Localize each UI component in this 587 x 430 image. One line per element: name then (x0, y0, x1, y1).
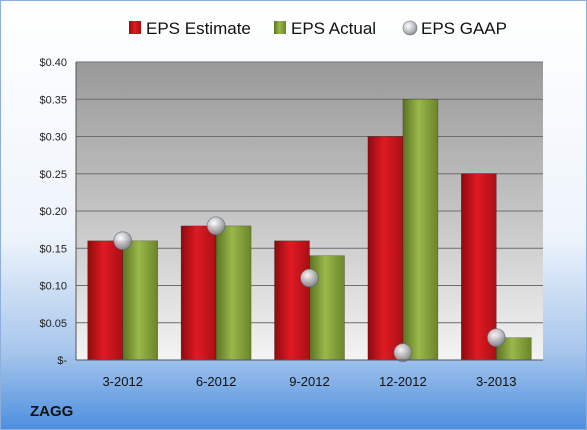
gaap-marker-3-2013 (486, 328, 506, 348)
bars (87, 98, 532, 361)
x-tick-label: 3-2012 (102, 374, 142, 389)
legend-label: EPS Actual (291, 19, 376, 38)
actual-bar-12-2012 (402, 98, 439, 361)
y-tick-label: $0.10 (39, 281, 67, 293)
gaap-markers (113, 216, 506, 362)
legend-label: EPS GAAP (421, 19, 507, 38)
x-tick-label: 9-2012 (289, 374, 329, 389)
y-tick-label: $0.15 (39, 243, 67, 255)
y-tick-label: $0.35 (39, 94, 67, 106)
y-tick-label: $0.30 (39, 132, 67, 144)
x-tick-label: 6-2012 (196, 374, 236, 389)
y-tick-label: $0.40 (39, 57, 67, 69)
estimate-bar-12-2012 (367, 136, 404, 361)
estimate-bar-6-2012 (180, 225, 217, 361)
company-label: ZAGG (30, 403, 73, 420)
y-tick-label: $0.05 (39, 318, 67, 330)
axes: $- $0.05 $0.10 $0.15 $0.20 $0.25 $0.30 $0.35 $0.… (39, 57, 543, 389)
x-tick-label: 12-2012 (379, 374, 427, 389)
y-tick-label: $0.20 (39, 206, 67, 218)
gaap-marker-9-2012 (300, 268, 319, 288)
gaap-marker-3-2012 (113, 231, 133, 251)
legend: EPS Estimate EPS Actual EPS GAAP (129, 19, 507, 38)
gaap-marker-6-2012 (206, 216, 226, 236)
x-tick-label: 3-2013 (476, 374, 516, 389)
actual-bar-3-2012 (122, 240, 158, 361)
legend-swatch-gaap (402, 20, 418, 36)
legend-swatch-actual (274, 21, 286, 34)
y-tick-label: $- (57, 355, 67, 367)
y-tick-label: $0.25 (39, 169, 67, 181)
estimate-bar-9-2012 (274, 240, 310, 361)
legend-label: EPS Estimate (146, 19, 251, 38)
gaap-marker-12-2012 (393, 343, 413, 362)
estimate-bar-3-2012 (87, 240, 123, 361)
estimate-bar-3-2013 (460, 173, 497, 361)
legend-swatch-estimate (129, 21, 141, 34)
actual-bar-6-2012 (215, 225, 252, 361)
